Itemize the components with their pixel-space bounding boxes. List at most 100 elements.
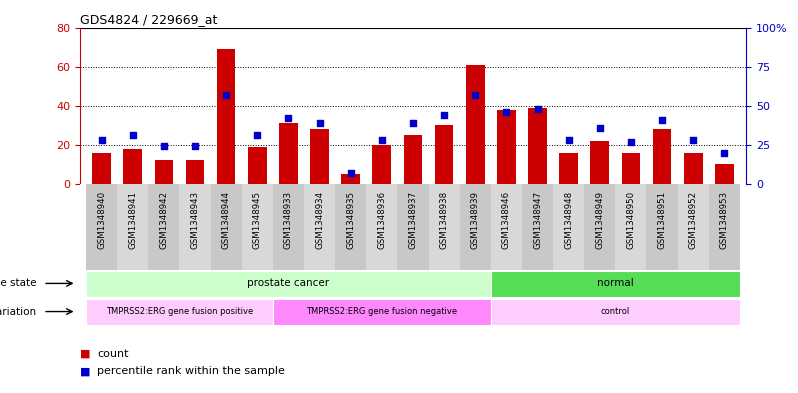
Bar <box>684 152 702 184</box>
Bar <box>279 123 298 184</box>
Bar <box>155 160 173 184</box>
Text: GSM1348953: GSM1348953 <box>720 191 729 249</box>
Text: GSM1348939: GSM1348939 <box>471 191 480 249</box>
Point <box>95 137 108 143</box>
Text: normal: normal <box>597 278 634 288</box>
Bar <box>404 135 422 184</box>
Bar <box>180 184 211 270</box>
Bar <box>335 184 366 270</box>
Bar <box>211 184 242 270</box>
Bar <box>304 184 335 270</box>
Bar <box>217 49 235 184</box>
Bar <box>709 184 740 270</box>
Bar <box>117 184 148 270</box>
Point <box>438 112 451 118</box>
Text: GSM1348951: GSM1348951 <box>658 191 666 249</box>
Text: GSM1348952: GSM1348952 <box>689 191 697 249</box>
Bar <box>528 108 547 184</box>
Bar <box>491 184 522 270</box>
Text: GSM1348937: GSM1348937 <box>409 191 417 249</box>
Text: GSM1348948: GSM1348948 <box>564 191 573 249</box>
Text: GSM1348944: GSM1348944 <box>222 191 231 249</box>
Text: ■: ■ <box>80 366 94 376</box>
Text: GSM1348945: GSM1348945 <box>253 191 262 249</box>
Bar <box>466 65 484 184</box>
Point <box>157 143 170 149</box>
Point <box>188 143 201 149</box>
Bar <box>491 299 740 325</box>
Bar <box>491 271 740 297</box>
Bar <box>397 184 429 270</box>
Text: GSM1348949: GSM1348949 <box>595 191 604 249</box>
Text: prostate cancer: prostate cancer <box>247 278 330 288</box>
Text: disease state: disease state <box>0 278 37 288</box>
Bar <box>591 141 609 184</box>
Bar <box>248 147 267 184</box>
Bar <box>460 184 491 270</box>
Text: GSM1348940: GSM1348940 <box>97 191 106 249</box>
Text: GSM1348935: GSM1348935 <box>346 191 355 249</box>
Text: TMPRSS2:ERG gene fusion positive: TMPRSS2:ERG gene fusion positive <box>106 307 253 316</box>
Point <box>687 137 700 143</box>
Bar <box>429 184 460 270</box>
Bar <box>342 174 360 184</box>
Bar <box>553 184 584 270</box>
Bar <box>366 184 397 270</box>
Point <box>500 109 513 115</box>
Bar <box>124 149 142 184</box>
Bar <box>522 184 553 270</box>
Point <box>282 115 294 121</box>
Point <box>563 137 575 143</box>
Text: ■: ■ <box>80 349 94 359</box>
Bar <box>273 184 304 270</box>
Text: GSM1348942: GSM1348942 <box>160 191 168 249</box>
Text: GSM1348934: GSM1348934 <box>315 191 324 249</box>
Bar <box>622 152 640 184</box>
Point <box>531 106 544 112</box>
Text: GSM1348947: GSM1348947 <box>533 191 542 249</box>
Point <box>313 120 326 126</box>
Point <box>656 117 669 123</box>
Point <box>625 138 638 145</box>
Bar <box>186 160 204 184</box>
Bar <box>148 184 180 270</box>
Text: count: count <box>97 349 128 359</box>
Point <box>251 132 263 139</box>
Text: GSM1348950: GSM1348950 <box>626 191 635 249</box>
Point <box>406 120 420 126</box>
Bar <box>242 184 273 270</box>
Bar <box>615 184 646 270</box>
Text: GDS4824 / 229669_at: GDS4824 / 229669_at <box>80 13 217 26</box>
Bar <box>646 184 678 270</box>
Bar <box>310 129 329 184</box>
Point <box>375 137 388 143</box>
Bar <box>435 125 453 184</box>
Text: genotype/variation: genotype/variation <box>0 307 37 316</box>
Bar <box>86 184 117 270</box>
Bar <box>93 152 111 184</box>
Point <box>718 149 731 156</box>
Text: percentile rank within the sample: percentile rank within the sample <box>97 366 285 376</box>
Text: GSM1348938: GSM1348938 <box>440 191 448 249</box>
Bar <box>715 164 733 184</box>
Text: TMPRSS2:ERG gene fusion negative: TMPRSS2:ERG gene fusion negative <box>306 307 457 316</box>
Bar <box>559 152 578 184</box>
Text: GSM1348933: GSM1348933 <box>284 191 293 249</box>
Point <box>126 132 139 139</box>
Text: GSM1348941: GSM1348941 <box>128 191 137 249</box>
Text: GSM1348946: GSM1348946 <box>502 191 511 249</box>
Point <box>594 125 606 131</box>
Bar <box>86 299 273 325</box>
Text: control: control <box>601 307 630 316</box>
Point <box>344 170 357 176</box>
Text: GSM1348936: GSM1348936 <box>377 191 386 249</box>
Bar <box>653 129 671 184</box>
Bar <box>678 184 709 270</box>
Bar <box>497 110 516 184</box>
Point <box>469 92 482 98</box>
Bar <box>373 145 391 184</box>
Text: GSM1348943: GSM1348943 <box>191 191 200 249</box>
Bar <box>86 271 491 297</box>
Bar <box>273 299 491 325</box>
Point <box>219 92 232 98</box>
